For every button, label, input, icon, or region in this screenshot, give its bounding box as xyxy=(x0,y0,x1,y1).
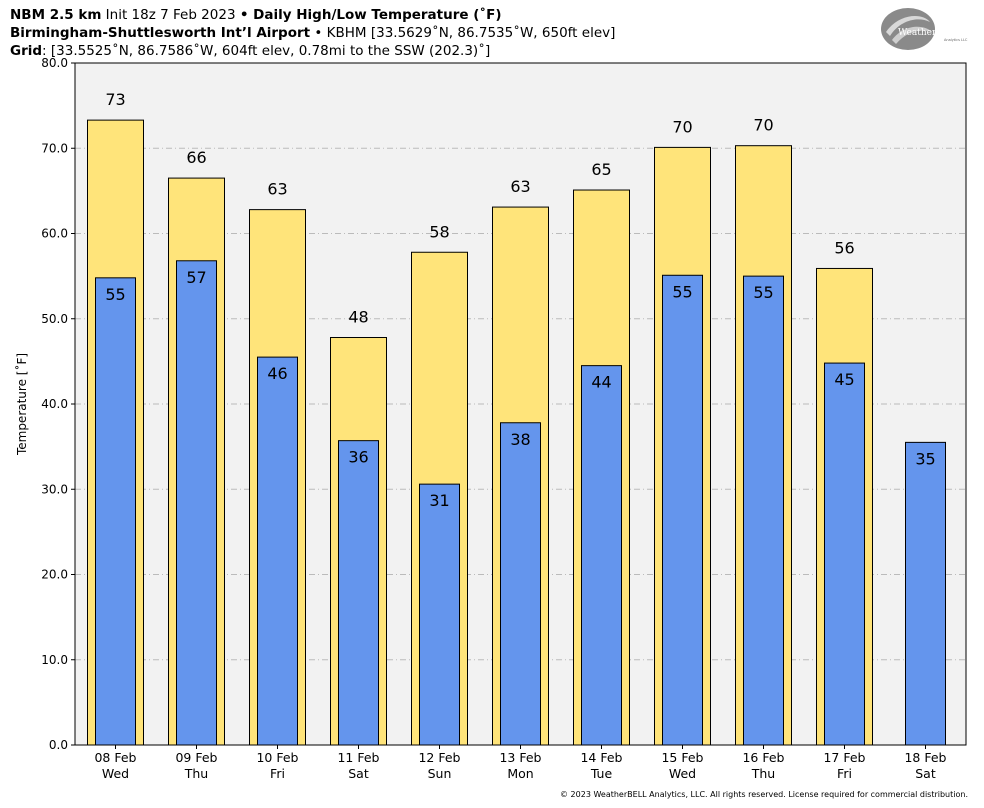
high-temp-label: 56 xyxy=(834,238,854,257)
y-tick-label: 50.0 xyxy=(41,312,68,326)
high-temp-label: 70 xyxy=(672,117,692,136)
low-temp-label: 55 xyxy=(753,283,773,302)
x-tick-label-day: Sun xyxy=(428,766,452,781)
x-tick-label-day: Fri xyxy=(270,766,285,781)
low-temp-bar xyxy=(419,483,460,746)
header-line-2: Birmingham-Shuttlesworth Int’l Airport •… xyxy=(10,24,615,42)
low-temp-label: 35 xyxy=(915,449,935,468)
y-tick-label: 40.0 xyxy=(41,397,68,411)
x-tick-label-date: 17 Feb xyxy=(823,750,865,765)
grid-info: : [33.5525˚N, 86.7586˚W, 604ft elev, 0.7… xyxy=(42,43,491,59)
x-tick-label-date: 12 Feb xyxy=(418,750,460,765)
low-temp-label: 55 xyxy=(105,285,125,304)
x-tick-label-date: 10 Feb xyxy=(256,750,298,765)
high-temp-label: 66 xyxy=(186,148,206,167)
x-tick-label-date: 09 Feb xyxy=(175,750,217,765)
header-bullet: • xyxy=(239,7,249,23)
x-tick-label-date: 13 Feb xyxy=(499,750,541,765)
low-temp-label: 46 xyxy=(267,364,287,383)
low-temp-bar xyxy=(824,362,865,746)
low-temp-label: 45 xyxy=(834,370,854,389)
high-temp-label: 63 xyxy=(267,180,287,199)
high-temp-label: 58 xyxy=(429,222,449,241)
header-line-3: Grid: [33.5525˚N, 86.7586˚W, 604ft elev,… xyxy=(10,42,615,60)
high-temp-label: 70 xyxy=(753,116,773,135)
y-tick-label: 30.0 xyxy=(41,482,68,496)
model-name: NBM 2.5 km xyxy=(10,7,102,23)
low-temp-bar xyxy=(500,422,541,746)
y-tick-label: 70.0 xyxy=(41,141,68,155)
x-tick-label-day: Sat xyxy=(348,766,369,781)
product-title: Daily High/Low Temperature (˚F) xyxy=(248,7,502,23)
x-tick-label-day: Thu xyxy=(184,766,208,781)
station-name: Birmingham-Shuttlesworth Int’l Airport xyxy=(10,25,311,41)
x-tick-label-day: Mon xyxy=(507,766,533,781)
x-tick-label-date: 18 Feb xyxy=(904,750,946,765)
y-tick-label: 10.0 xyxy=(41,653,68,667)
low-temp-bar xyxy=(581,365,622,746)
x-tick-label-date: 11 Feb xyxy=(337,750,379,765)
station-info: • KBHM [33.5629˚N, 86.7535˚W, 650ft elev… xyxy=(310,25,616,41)
low-temp-label: 57 xyxy=(186,268,206,287)
high-temp-label: 73 xyxy=(105,90,125,109)
low-temp-label: 31 xyxy=(429,491,449,510)
low-temp-bar xyxy=(905,441,946,746)
low-temp-bar xyxy=(662,274,703,746)
y-tick-label: 20.0 xyxy=(41,568,68,582)
low-temp-bar xyxy=(176,260,217,746)
chart-header: NBM 2.5 km Init 18z 7 Feb 2023 • Daily H… xyxy=(10,6,615,60)
x-tick-label-date: 15 Feb xyxy=(661,750,703,765)
grid-label: Grid xyxy=(10,43,43,59)
y-tick-label: 0.0 xyxy=(49,738,68,752)
y-tick-label: 80.0 xyxy=(41,56,68,70)
high-temp-label: 65 xyxy=(591,160,611,179)
y-axis-label: Temperature [˚F] xyxy=(14,353,29,456)
low-temp-label: 38 xyxy=(510,430,530,449)
x-tick-label-date: 14 Feb xyxy=(580,750,622,765)
header-line-1: NBM 2.5 km Init 18z 7 Feb 2023 • Daily H… xyxy=(10,6,615,24)
low-temp-bar xyxy=(338,440,379,746)
logo-subtext: Analytics LLC xyxy=(944,38,968,42)
plot-frame xyxy=(74,62,967,746)
high-temp-label: 48 xyxy=(348,308,368,327)
low-temp-label: 44 xyxy=(591,373,611,392)
low-temp-bar xyxy=(95,277,136,746)
x-tick-label-day: Wed xyxy=(102,766,129,781)
x-tick-label-day: Fri xyxy=(837,766,852,781)
x-tick-label-day: Tue xyxy=(590,766,613,781)
copyright-footer: © 2023 WeatherBELL Analytics, LLC. All r… xyxy=(560,790,968,799)
x-tick-label-date: 08 Feb xyxy=(94,750,136,765)
low-temp-label: 55 xyxy=(672,282,692,301)
high-temp-label: 63 xyxy=(510,177,530,196)
low-temp-label: 36 xyxy=(348,448,368,467)
low-temp-bar xyxy=(257,356,298,746)
x-tick-label-day: Thu xyxy=(751,766,775,781)
x-tick-label-date: 16 Feb xyxy=(742,750,784,765)
logo-text: WeatherBELL xyxy=(898,28,961,38)
x-tick-label-day: Wed xyxy=(669,766,696,781)
init-time: Init 18z 7 Feb 2023 xyxy=(101,7,240,23)
y-tick-label: 60.0 xyxy=(41,227,68,241)
low-temp-bar xyxy=(743,275,784,746)
weatherbell-logo: WeatherBELL Analytics LLC xyxy=(881,8,968,50)
x-tick-label-day: Sat xyxy=(915,766,936,781)
